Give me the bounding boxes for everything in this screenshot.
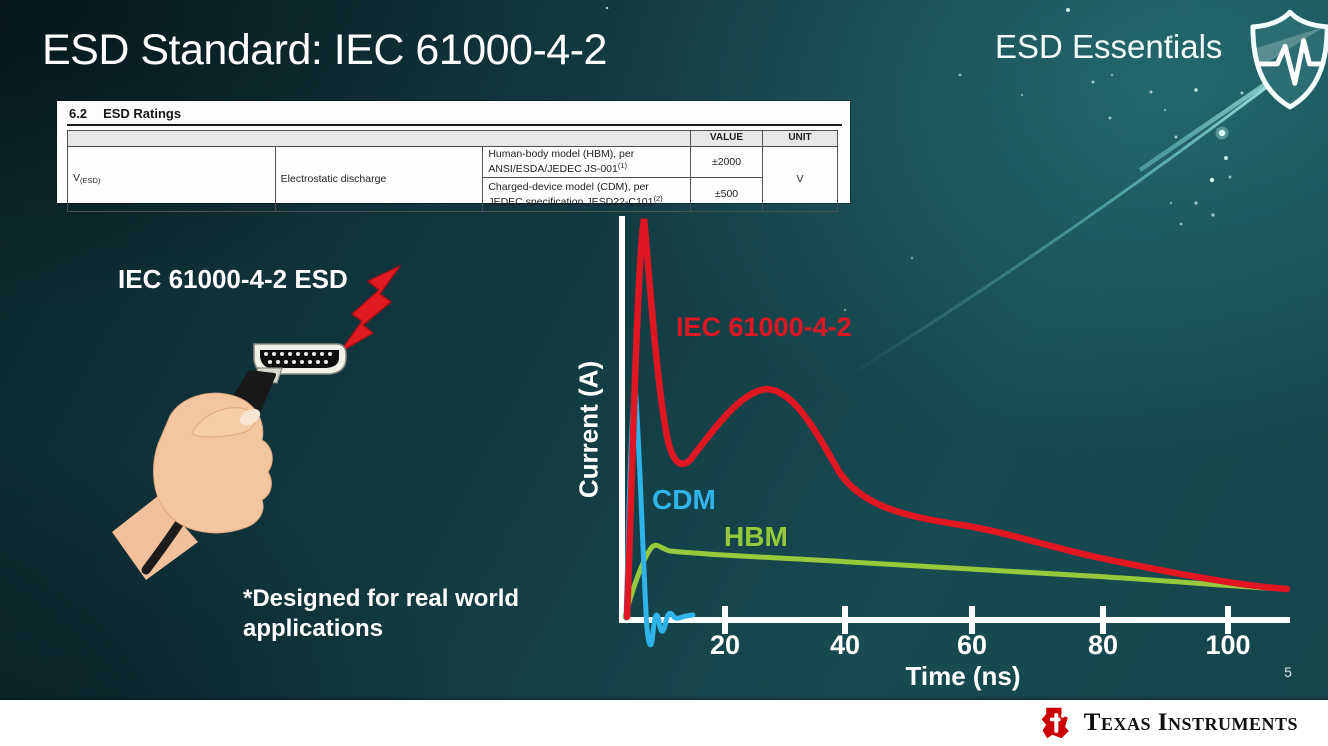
cdm-footnote: (2) <box>653 193 663 203</box>
footer-bar: Texas Instruments <box>0 700 1328 746</box>
unit-cell: V <box>762 145 838 213</box>
hbm-description: Human-body model (HBM), per ANSI/ESDA/JE… <box>488 148 635 176</box>
x-tick-40: 40 <box>829 630 861 660</box>
x-tick-80: 80 <box>1087 630 1119 660</box>
comet-streak <box>841 46 1320 382</box>
value-header: VALUE <box>690 130 763 147</box>
symbol: V <box>73 172 81 185</box>
section-title: ESD Ratings <box>103 106 182 121</box>
cdm-description: Charged-device model (CDM), per JEDEC sp… <box>488 180 654 208</box>
table-section-heading: 6.2 ESD Ratings <box>67 105 842 126</box>
thumb-nail <box>239 408 261 426</box>
illustration-caption: IEC 61000-4-2 ESD <box>118 264 348 294</box>
section-number: 6.2 <box>69 106 88 121</box>
esd-shield-icon <box>1250 9 1328 110</box>
symbol-subscript: (ESD) <box>80 176 101 186</box>
hbm-curve <box>622 542 1287 620</box>
hbm-curve-label: HBM <box>724 521 788 552</box>
slide-page-number: 5 <box>1284 664 1292 680</box>
footnote-text: *Designed for real world applications <box>243 584 519 644</box>
iec-curve-label: IEC 61000-4-2 <box>676 312 852 342</box>
table-row: Charged-device model (CDM), per JEDEC sp… <box>68 177 838 213</box>
hbm-footnote: (1) <box>617 161 628 171</box>
hand-holding-hdmi-illustration <box>112 265 401 580</box>
x-tick-100: 100 <box>1205 630 1251 660</box>
cdm-description-cell: Charged-device model (CDM), per JEDEC sp… <box>482 177 691 213</box>
texas-instruments-logo-icon <box>1041 707 1069 739</box>
iec-curve <box>623 218 1291 621</box>
table-header-row: VALUE UNIT <box>67 130 838 147</box>
blank-header-cell <box>67 130 691 147</box>
hbm-description-cell: Human-body model (HBM), per ANSI/ESDA/JE… <box>482 145 691 179</box>
lightning-bolt-icon <box>339 265 401 353</box>
footnote-line-2: applications <box>243 615 384 642</box>
thumb <box>191 407 257 438</box>
datasheet-esd-ratings-table: 6.2 ESD Ratings VALUE UNIT V(ESD) Electr… <box>57 101 850 213</box>
series-brand-label: ESD Essentials <box>995 28 1223 65</box>
cdm-curve-label: CDM <box>652 484 716 515</box>
y-axis-label: Current (A) <box>573 360 604 499</box>
table-row: V(ESD) Electrostatic discharge Human-bod… <box>67 145 838 213</box>
page-title: ESD Standard: IEC 61000-4-2 <box>42 26 607 74</box>
x-axis-label: Time (ns) <box>905 661 1021 691</box>
arm <box>112 496 198 580</box>
footnote-line-1: *Designed for real world <box>243 585 520 612</box>
hbm-value-cell: ±2000 <box>690 145 763 179</box>
unit-header: UNIT <box>762 130 838 147</box>
x-tick-60: 60 <box>956 630 988 660</box>
esd-ratings-table: VALUE UNIT V(ESD) Electrostatic discharg… <box>67 130 838 213</box>
cdm-value-cell: ±500 <box>690 177 763 213</box>
parameter-cell: Electrostatic discharge <box>274 145 484 213</box>
symbol-cell: V(ESD) <box>67 145 276 213</box>
texas-instruments-wordmark: Texas Instruments <box>1083 709 1298 736</box>
x-tick-20: 20 <box>709 630 741 660</box>
